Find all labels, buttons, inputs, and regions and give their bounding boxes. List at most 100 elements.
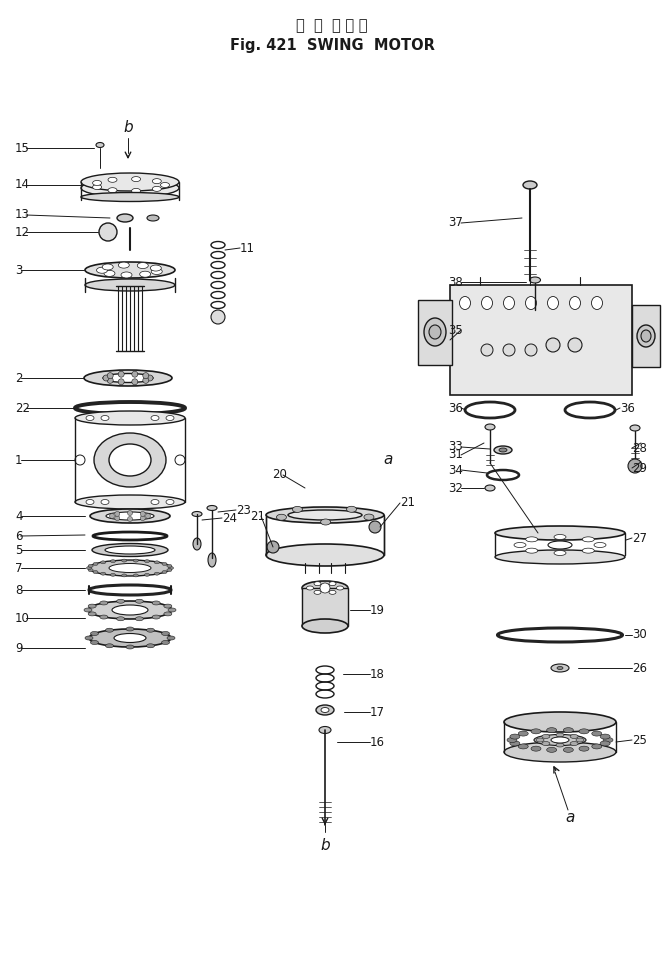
Text: 20: 20 [272,469,287,481]
Ellipse shape [121,272,132,278]
Ellipse shape [192,511,202,517]
Text: 16: 16 [370,736,385,748]
Ellipse shape [150,265,162,271]
Circle shape [99,223,117,241]
Text: 24: 24 [222,511,237,524]
Ellipse shape [75,411,185,425]
Ellipse shape [481,297,493,309]
Ellipse shape [112,605,148,615]
Ellipse shape [151,269,162,275]
Ellipse shape [554,535,566,540]
Ellipse shape [592,731,602,736]
Ellipse shape [100,561,106,564]
Circle shape [75,455,85,465]
Text: 38: 38 [448,276,463,288]
Text: 26: 26 [632,661,647,675]
Circle shape [118,371,124,377]
Ellipse shape [96,267,108,274]
Ellipse shape [526,548,538,553]
Text: 4: 4 [15,509,23,523]
Ellipse shape [166,415,174,420]
Ellipse shape [534,735,586,746]
Ellipse shape [594,543,606,547]
Ellipse shape [164,612,172,616]
Circle shape [143,372,149,379]
Text: 6: 6 [15,529,23,543]
Ellipse shape [554,550,566,555]
Text: 旋  回  モ ー タ: 旋 回 モ ー タ [296,18,368,33]
Ellipse shape [525,297,537,309]
Text: 11: 11 [240,241,255,255]
Ellipse shape [510,734,520,739]
Text: 37: 37 [448,216,463,230]
Ellipse shape [88,612,96,616]
Ellipse shape [108,188,117,192]
Ellipse shape [168,608,176,612]
Ellipse shape [641,330,651,342]
Ellipse shape [81,173,179,191]
Ellipse shape [547,297,559,309]
Ellipse shape [146,644,154,648]
Text: 29: 29 [632,461,647,475]
Bar [302,588,348,626]
Ellipse shape [122,574,126,577]
Ellipse shape [504,712,616,732]
Ellipse shape [136,599,144,603]
Circle shape [146,514,150,519]
Circle shape [267,541,279,553]
Ellipse shape [126,645,134,649]
Text: 34: 34 [448,463,463,477]
Ellipse shape [637,325,655,347]
Ellipse shape [88,604,96,608]
Circle shape [320,583,330,593]
Ellipse shape [90,640,98,644]
Ellipse shape [563,727,573,733]
Ellipse shape [154,561,160,564]
Text: 30: 30 [632,629,647,641]
Ellipse shape [167,565,172,568]
Ellipse shape [166,500,174,504]
Text: 17: 17 [370,705,385,719]
Ellipse shape [329,590,336,594]
Ellipse shape [93,563,98,566]
Ellipse shape [547,747,557,752]
Circle shape [128,517,132,522]
Ellipse shape [136,616,144,621]
Ellipse shape [144,573,150,576]
Circle shape [128,510,132,516]
Circle shape [628,459,642,473]
Ellipse shape [546,338,560,352]
Ellipse shape [102,264,113,270]
Circle shape [175,455,185,465]
Ellipse shape [563,747,573,752]
Ellipse shape [207,505,217,510]
Text: 7: 7 [15,562,23,574]
Ellipse shape [151,415,159,420]
Ellipse shape [568,338,582,352]
Ellipse shape [154,572,160,575]
Text: 21: 21 [250,509,265,523]
Ellipse shape [583,537,595,542]
Text: 28: 28 [632,441,647,455]
Bar [302,588,348,626]
Text: 36: 36 [620,402,635,414]
Ellipse shape [100,601,108,605]
Ellipse shape [162,570,167,573]
Ellipse shape [167,636,175,640]
Circle shape [107,377,113,384]
Ellipse shape [88,565,93,568]
Circle shape [115,511,120,517]
Ellipse shape [510,741,520,746]
Text: 1: 1 [15,454,23,466]
Ellipse shape [116,599,124,603]
Circle shape [107,372,113,379]
Ellipse shape [556,733,564,737]
Text: a: a [565,811,575,826]
Ellipse shape [208,553,216,567]
Ellipse shape [84,370,172,386]
Ellipse shape [526,537,538,542]
Ellipse shape [495,526,625,540]
Text: 36: 36 [448,402,463,414]
Ellipse shape [570,734,578,739]
Ellipse shape [92,544,168,557]
